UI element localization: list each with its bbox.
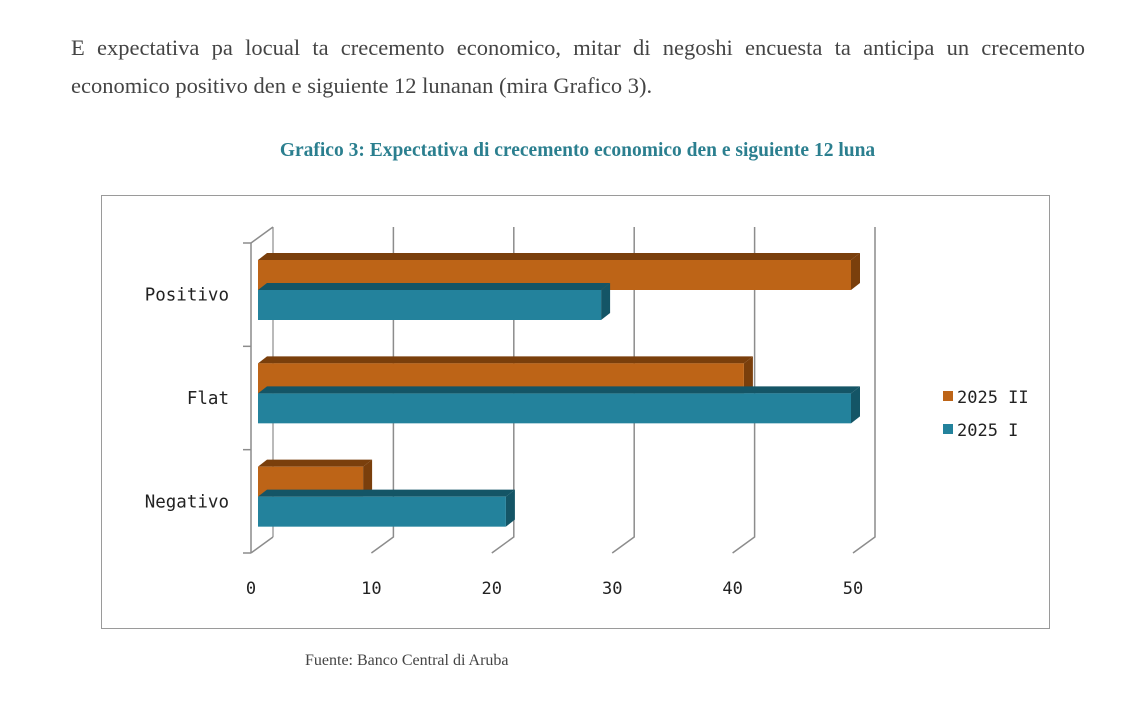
legend-swatch xyxy=(943,391,953,401)
intro-paragraph: E expectativa pa locual ta crecemento ec… xyxy=(71,35,1085,98)
bar-side xyxy=(851,253,860,290)
bar-top xyxy=(258,386,860,394)
axis-floor-edge xyxy=(250,536,274,554)
bar-top xyxy=(258,459,373,467)
legend-label: 2025 I xyxy=(957,421,1018,441)
bar xyxy=(258,489,515,527)
bar-face xyxy=(258,393,851,424)
gridline xyxy=(370,227,395,554)
bar xyxy=(258,386,860,424)
bar-side xyxy=(743,356,753,394)
category-label: Flat xyxy=(187,389,229,409)
bar-face xyxy=(258,496,506,527)
chart-title: Grafico 3: Expectativa di crecemento eco… xyxy=(279,140,876,161)
bar-face xyxy=(258,290,602,320)
bar-top xyxy=(258,253,860,260)
gridline xyxy=(732,227,756,554)
bar-top xyxy=(258,489,515,497)
chart-source: Fuente: Banco Central di Aruba xyxy=(305,652,509,669)
bar-side xyxy=(851,386,860,424)
gridline xyxy=(852,227,876,554)
category-label: Positivo xyxy=(145,286,229,306)
bar xyxy=(258,283,611,320)
bar-top xyxy=(258,356,753,364)
gridline xyxy=(491,227,515,554)
bar-side xyxy=(601,283,611,320)
y-axis-top-edge xyxy=(250,226,274,244)
x-tick-label: 50 xyxy=(843,579,863,599)
legend-swatch xyxy=(943,424,953,434)
category-label: Negativo xyxy=(145,492,229,512)
x-tick-label: 20 xyxy=(482,579,502,599)
x-tick-label: 0 xyxy=(246,579,256,599)
legend-label: 2025 II xyxy=(957,388,1029,408)
x-tick-label: 10 xyxy=(361,579,381,599)
bar-side xyxy=(505,489,515,527)
bar-top xyxy=(258,283,611,290)
x-tick-label: 40 xyxy=(722,579,742,599)
bar-side xyxy=(363,459,373,497)
x-tick-label: 30 xyxy=(602,579,622,599)
gridline xyxy=(611,227,635,554)
